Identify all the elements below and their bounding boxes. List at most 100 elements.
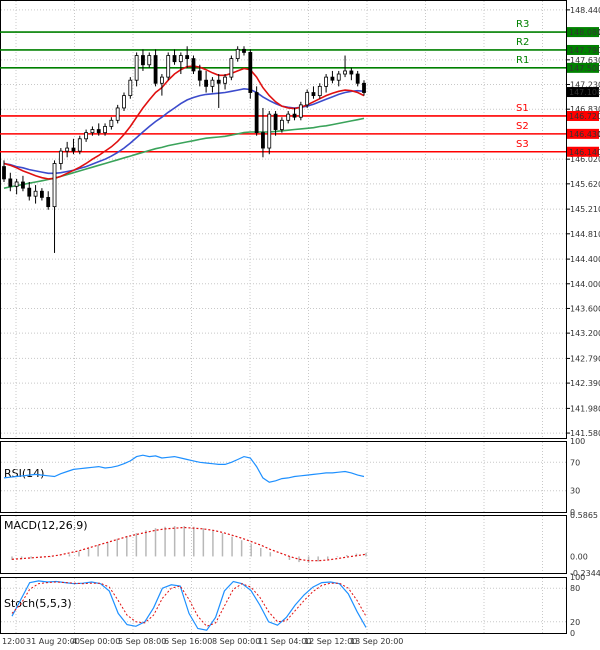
candle-up <box>324 76 329 87</box>
macd-frame <box>0 515 567 574</box>
candle-down <box>330 76 335 81</box>
candle-up <box>128 79 133 97</box>
rsi-tick-label: 70 <box>570 458 580 467</box>
candle-down <box>71 147 76 152</box>
candle-up <box>317 85 322 97</box>
candle-up <box>343 70 347 75</box>
candle-up <box>178 55 183 63</box>
rsi-frame <box>0 441 567 513</box>
candle-up <box>159 76 164 84</box>
candle-down <box>46 197 51 208</box>
candle-down <box>21 181 25 189</box>
candle-down <box>27 187 32 197</box>
candle-up <box>305 92 310 106</box>
level-badge-r2 <box>567 44 599 55</box>
level-value-s2: 146.430 <box>569 130 600 139</box>
candle-down <box>8 178 13 187</box>
price-tick-label: 141.980 <box>570 404 600 413</box>
current-price-badge <box>567 87 599 98</box>
level-name-s1: S1 <box>516 103 529 114</box>
macd-tick-label: -0.2344 <box>570 569 600 578</box>
macd-title: MACD(12,26,9) <box>4 519 88 532</box>
x-axis: 12:00 31 Aug 20:004 Sep 00:005 Sep 08:006… <box>2 637 403 646</box>
candle-up <box>65 147 70 152</box>
candle-up <box>90 129 95 134</box>
candle-up <box>336 73 341 81</box>
candle-up <box>122 95 126 109</box>
price-tick-label: 144.000 <box>570 280 600 289</box>
level-badge-r3 <box>567 27 599 38</box>
price-tick-label: 142.790 <box>570 354 600 363</box>
x-axis-label: 31 Aug 20:00 <box>26 637 80 646</box>
level-value-s3: 146.140 <box>569 148 600 157</box>
level-name-r3: R3 <box>516 19 529 30</box>
level-name-r1: R1 <box>516 55 529 66</box>
candle-up <box>103 126 107 134</box>
candle-down <box>311 92 316 97</box>
stoch-tick-label: 80 <box>570 584 580 593</box>
candle-down <box>191 58 196 72</box>
candle-down <box>204 79 209 87</box>
candle-down <box>261 132 265 149</box>
price-tick-label: 147.230 <box>570 81 600 90</box>
candle-down <box>185 55 190 60</box>
x-axis-label: 12:00 <box>2 637 25 646</box>
stoch-tick-label: 100 <box>570 573 585 582</box>
macd-signal-line <box>11 526 367 562</box>
x-axis-label: 8 Sep 00:00 <box>212 637 260 646</box>
macd-tick-label: 0.00 <box>570 552 588 561</box>
candle-down <box>216 79 221 84</box>
rsi-title: RSI(14) <box>4 467 44 480</box>
price-tick-label: 146.830 <box>570 105 600 114</box>
candle-down <box>355 73 360 84</box>
main-frame <box>0 0 567 439</box>
rsi-line <box>3 454 365 483</box>
stoch-panel: Stoch(5,5,3) 100 80 20 0 <box>0 573 585 638</box>
current-price-label: 147.108 <box>569 88 600 97</box>
candle-up <box>115 107 120 121</box>
price-tick-label: 148.440 <box>570 6 600 15</box>
x-axis-label: 11 Sep 04:00 <box>258 637 311 646</box>
candle-up <box>229 58 234 78</box>
price-panel: 148.440 148.080 147.630 147.230 146.830 146.4… <box>0 0 600 439</box>
ma-blue-line <box>3 87 365 175</box>
candle-up <box>52 163 57 208</box>
candle-down <box>197 70 202 81</box>
rsi-panel: RSI(14) 100 70 30 0 <box>0 437 585 517</box>
price-tick-label: 144.810 <box>570 230 600 239</box>
candle-down <box>39 190 44 198</box>
candle-up <box>235 48 240 60</box>
candle-down <box>153 55 158 84</box>
rsi-tick-label: 100 <box>570 437 585 446</box>
candle-down <box>248 52 253 93</box>
macd-tick-label: 0.5865 <box>570 511 598 520</box>
candle-up <box>109 119 114 127</box>
level-badge-r1 <box>567 62 599 73</box>
price-tick-label: 144.400 <box>570 255 600 264</box>
candle-up <box>134 55 139 81</box>
candle-down <box>96 129 101 134</box>
level-name-s2: S2 <box>516 121 529 132</box>
x-axis-label: 4 Sep 00:00 <box>72 637 120 646</box>
candle-up <box>33 190 38 197</box>
candle-up <box>286 113 291 121</box>
candle-up <box>84 132 89 140</box>
candle-down <box>292 113 297 118</box>
price-tick-label: 146.020 <box>570 155 600 164</box>
price-tick-label: 147.630 <box>570 56 600 65</box>
level-name-r2: R2 <box>516 37 529 48</box>
candle-up <box>298 104 303 118</box>
candle-down <box>242 48 246 53</box>
stoch-title: Stoch(5,5,3) <box>4 597 72 610</box>
level-value-r3: 148.080 <box>569 28 600 37</box>
candle-up <box>14 181 19 187</box>
candle-up <box>147 55 152 66</box>
x-axis-label: 12 Sep 12:00 <box>304 637 357 646</box>
candle-down <box>349 70 354 75</box>
candle-up <box>210 79 215 87</box>
candle-down <box>254 92 259 134</box>
candle-down <box>141 55 145 66</box>
candle-down <box>273 113 278 130</box>
candle-up <box>77 138 82 152</box>
level-value-r2: 147.790 <box>569 46 600 55</box>
